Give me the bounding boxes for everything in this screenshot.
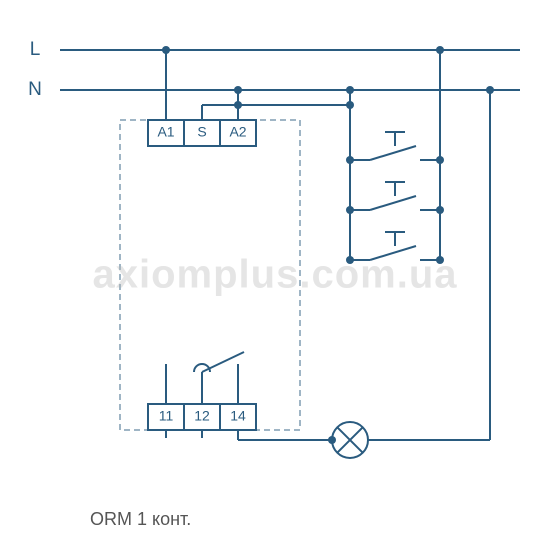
wiring-diagram: LN A1 S A2 11 12 14 ORM 1 конт.: [0, 0, 550, 550]
svg-text:ORM 1 конт.: ORM 1 конт.: [90, 509, 191, 529]
svg-text:S: S: [197, 124, 206, 140]
svg-text:A1: A1: [157, 124, 174, 140]
svg-text:L: L: [30, 39, 41, 60]
svg-text:11: 11: [159, 408, 174, 424]
svg-text:N: N: [28, 79, 42, 100]
svg-text:A2: A2: [229, 124, 246, 140]
svg-text:14: 14: [230, 408, 246, 424]
svg-text:12: 12: [194, 408, 210, 424]
